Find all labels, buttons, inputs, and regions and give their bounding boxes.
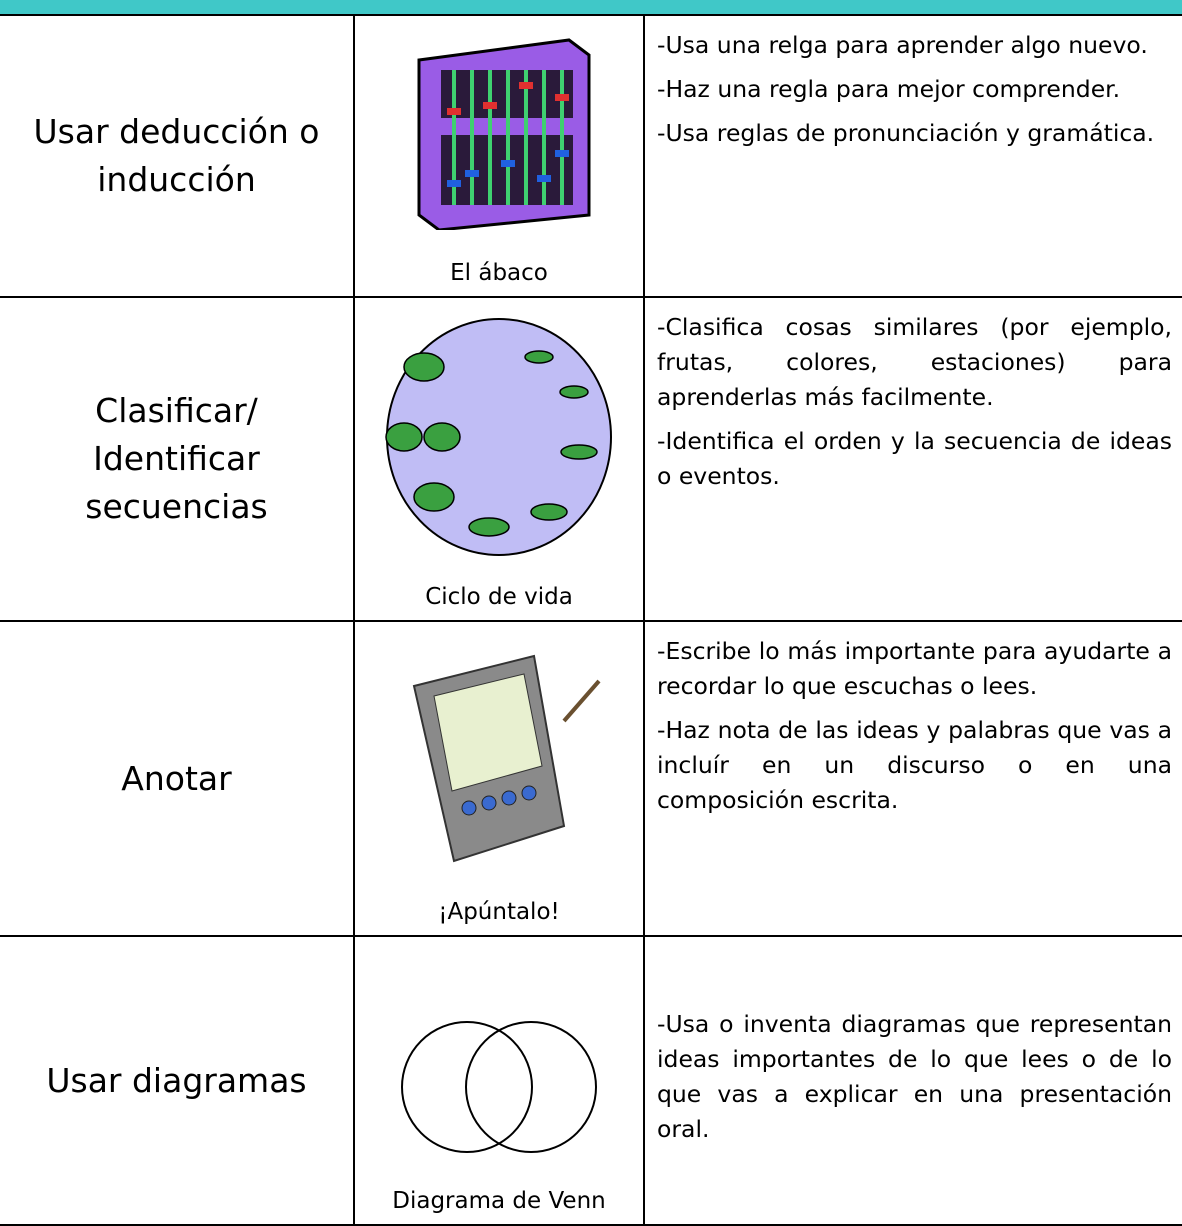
image-cell: ¡Apúntalo! xyxy=(355,622,645,937)
strategy: Usar deducción o inducción xyxy=(0,16,355,298)
description: -Clasifica cosas similares (por ejemplo,… xyxy=(645,298,1182,622)
caption: El ábaco xyxy=(450,260,548,286)
description: -Escribe lo más importante para ayudarte… xyxy=(645,622,1182,937)
strategy: Clasificar/ Identificar secuencias xyxy=(0,298,355,622)
description: -Usa una relga para aprender algo nuevo.… xyxy=(645,16,1182,298)
bullet: -Usa reglas de pronunciación y gramática… xyxy=(657,119,1155,147)
bullet: -Escribe lo más importante para ayudarte… xyxy=(657,637,1172,700)
bullet: -Usa una relga para aprender algo nuevo. xyxy=(657,31,1148,59)
strategy: Usar diagramas xyxy=(0,937,355,1226)
strategy: Anotar xyxy=(0,622,355,937)
pda-icon xyxy=(412,654,601,863)
venn-icon xyxy=(401,1021,597,1153)
image-cell: Diagrama de Venn xyxy=(355,937,645,1226)
caption: Diagrama de Venn xyxy=(392,1188,606,1214)
bullet: -Haz nota de las ideas y palabras que va… xyxy=(657,716,1172,814)
abacus-icon xyxy=(417,38,591,230)
image-cell: Ciclo de vida xyxy=(355,298,645,622)
bullet: -Usa o inventa diagramas que representan… xyxy=(657,1010,1172,1143)
bullet: -Clasifica cosas similares (por ejemplo,… xyxy=(657,313,1172,411)
bullet: -Identifica el orden y la secuencia de i… xyxy=(657,427,1172,490)
image-cell: El ábaco xyxy=(355,16,645,298)
life-cycle-icon xyxy=(385,318,612,556)
description: -Usa o inventa diagramas que representan… xyxy=(645,937,1182,1226)
strategy-table: Usar deducción o inducción El ábaco -Usa… xyxy=(0,16,1182,1226)
bullet: -Haz una regla para mejor comprender. xyxy=(657,75,1121,103)
header-band xyxy=(0,0,1182,16)
caption: Ciclo de vida xyxy=(425,584,573,610)
caption: ¡Apúntalo! xyxy=(438,899,560,925)
